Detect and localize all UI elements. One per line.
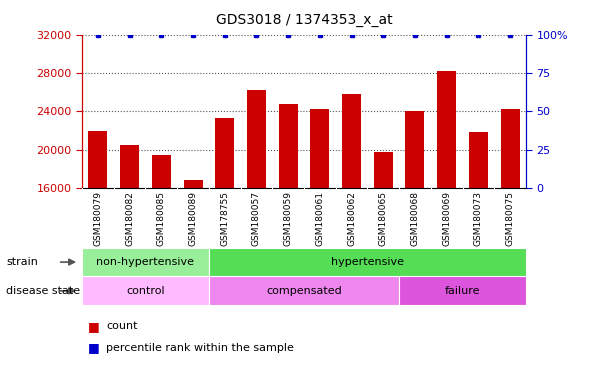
Text: control: control xyxy=(126,286,165,296)
Text: strain: strain xyxy=(6,257,38,267)
Bar xyxy=(209,248,526,276)
Text: GSM180061: GSM180061 xyxy=(316,191,324,246)
Bar xyxy=(82,276,209,305)
Bar xyxy=(399,276,526,305)
Text: GSM180057: GSM180057 xyxy=(252,191,261,246)
Text: GSM178755: GSM178755 xyxy=(220,191,229,246)
Text: GSM180062: GSM180062 xyxy=(347,191,356,246)
Text: compensated: compensated xyxy=(266,286,342,296)
Text: count: count xyxy=(106,321,138,331)
Bar xyxy=(152,155,171,188)
Text: ■: ■ xyxy=(88,341,100,354)
Text: GDS3018 / 1374353_x_at: GDS3018 / 1374353_x_at xyxy=(216,13,392,27)
Text: GSM180073: GSM180073 xyxy=(474,191,483,246)
Text: GSM180079: GSM180079 xyxy=(94,191,102,246)
Text: GSM180059: GSM180059 xyxy=(284,191,292,246)
Bar xyxy=(500,109,520,188)
Text: hypertensive: hypertensive xyxy=(331,257,404,267)
Bar xyxy=(88,131,108,188)
Bar xyxy=(120,145,139,188)
Text: GSM180089: GSM180089 xyxy=(188,191,198,246)
Bar xyxy=(406,111,424,188)
Text: ■: ■ xyxy=(88,320,100,333)
Bar xyxy=(209,276,399,305)
Bar xyxy=(82,248,209,276)
Text: GSM180069: GSM180069 xyxy=(442,191,451,246)
Bar xyxy=(184,180,202,188)
Bar xyxy=(247,90,266,188)
Bar xyxy=(215,118,234,188)
Text: GSM180065: GSM180065 xyxy=(379,191,388,246)
Bar xyxy=(469,132,488,188)
Text: disease state: disease state xyxy=(6,286,80,296)
Bar xyxy=(342,94,361,188)
Text: non-hypertensive: non-hypertensive xyxy=(97,257,195,267)
Text: failure: failure xyxy=(445,286,480,296)
Text: GSM180085: GSM180085 xyxy=(157,191,166,246)
Bar xyxy=(374,152,393,188)
Text: GSM180068: GSM180068 xyxy=(410,191,420,246)
Bar xyxy=(278,104,298,188)
Text: GSM180075: GSM180075 xyxy=(506,191,514,246)
Bar xyxy=(310,109,330,188)
Bar xyxy=(437,71,456,188)
Text: GSM180082: GSM180082 xyxy=(125,191,134,246)
Text: percentile rank within the sample: percentile rank within the sample xyxy=(106,343,294,353)
